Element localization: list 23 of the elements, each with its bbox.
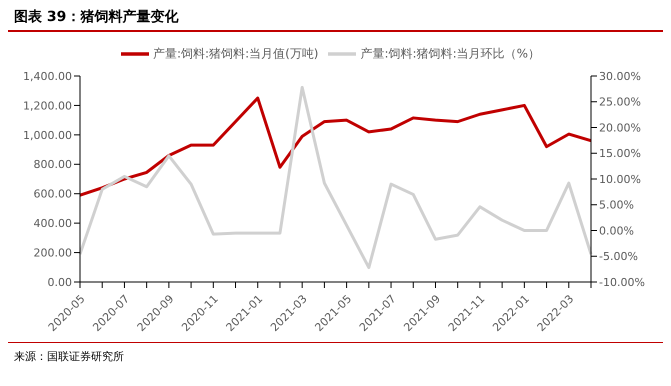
y-tick-label: 1,200.00 (23, 99, 72, 112)
y2-tick-label: -10.00% (599, 276, 645, 289)
y-tick-label: 600.00 (34, 188, 72, 201)
y-tick-label: 800.00 (34, 158, 72, 172)
chart-title: 图表 39：猪饲料产量变化 (8, 8, 663, 32)
y2-tick-label: 30.00% (599, 70, 641, 83)
line-series (78, 86, 592, 270)
y2-tick-label: -5.00% (599, 250, 638, 264)
source-note: 来源：国联证券研究所 (14, 349, 125, 364)
y-tick-label: 1,000.00 (23, 128, 72, 142)
legend-label: 产量:饲料:猪饲料:当月值(万吨) (152, 46, 318, 60)
y2-tick-label: 20.00% (599, 121, 641, 134)
y-tick-label: 0.00 (48, 276, 72, 289)
legend-label: 产量:饲料:猪饲料:当月环比（%） (360, 46, 540, 60)
y2-tick-label: 25.00% (599, 96, 641, 109)
y2-tick-label: 5.00% (599, 198, 634, 212)
line-series (78, 96, 592, 197)
y-tick-label: 400.00 (34, 217, 72, 230)
y-tick-label: 1,400.00 (23, 70, 72, 83)
y2-tick-label: 10.00% (599, 172, 641, 186)
y2-tick-label: 0.00% (599, 224, 634, 238)
y2-tick-label: 15.00% (599, 147, 641, 160)
y-tick-label: 200.00 (34, 246, 72, 260)
